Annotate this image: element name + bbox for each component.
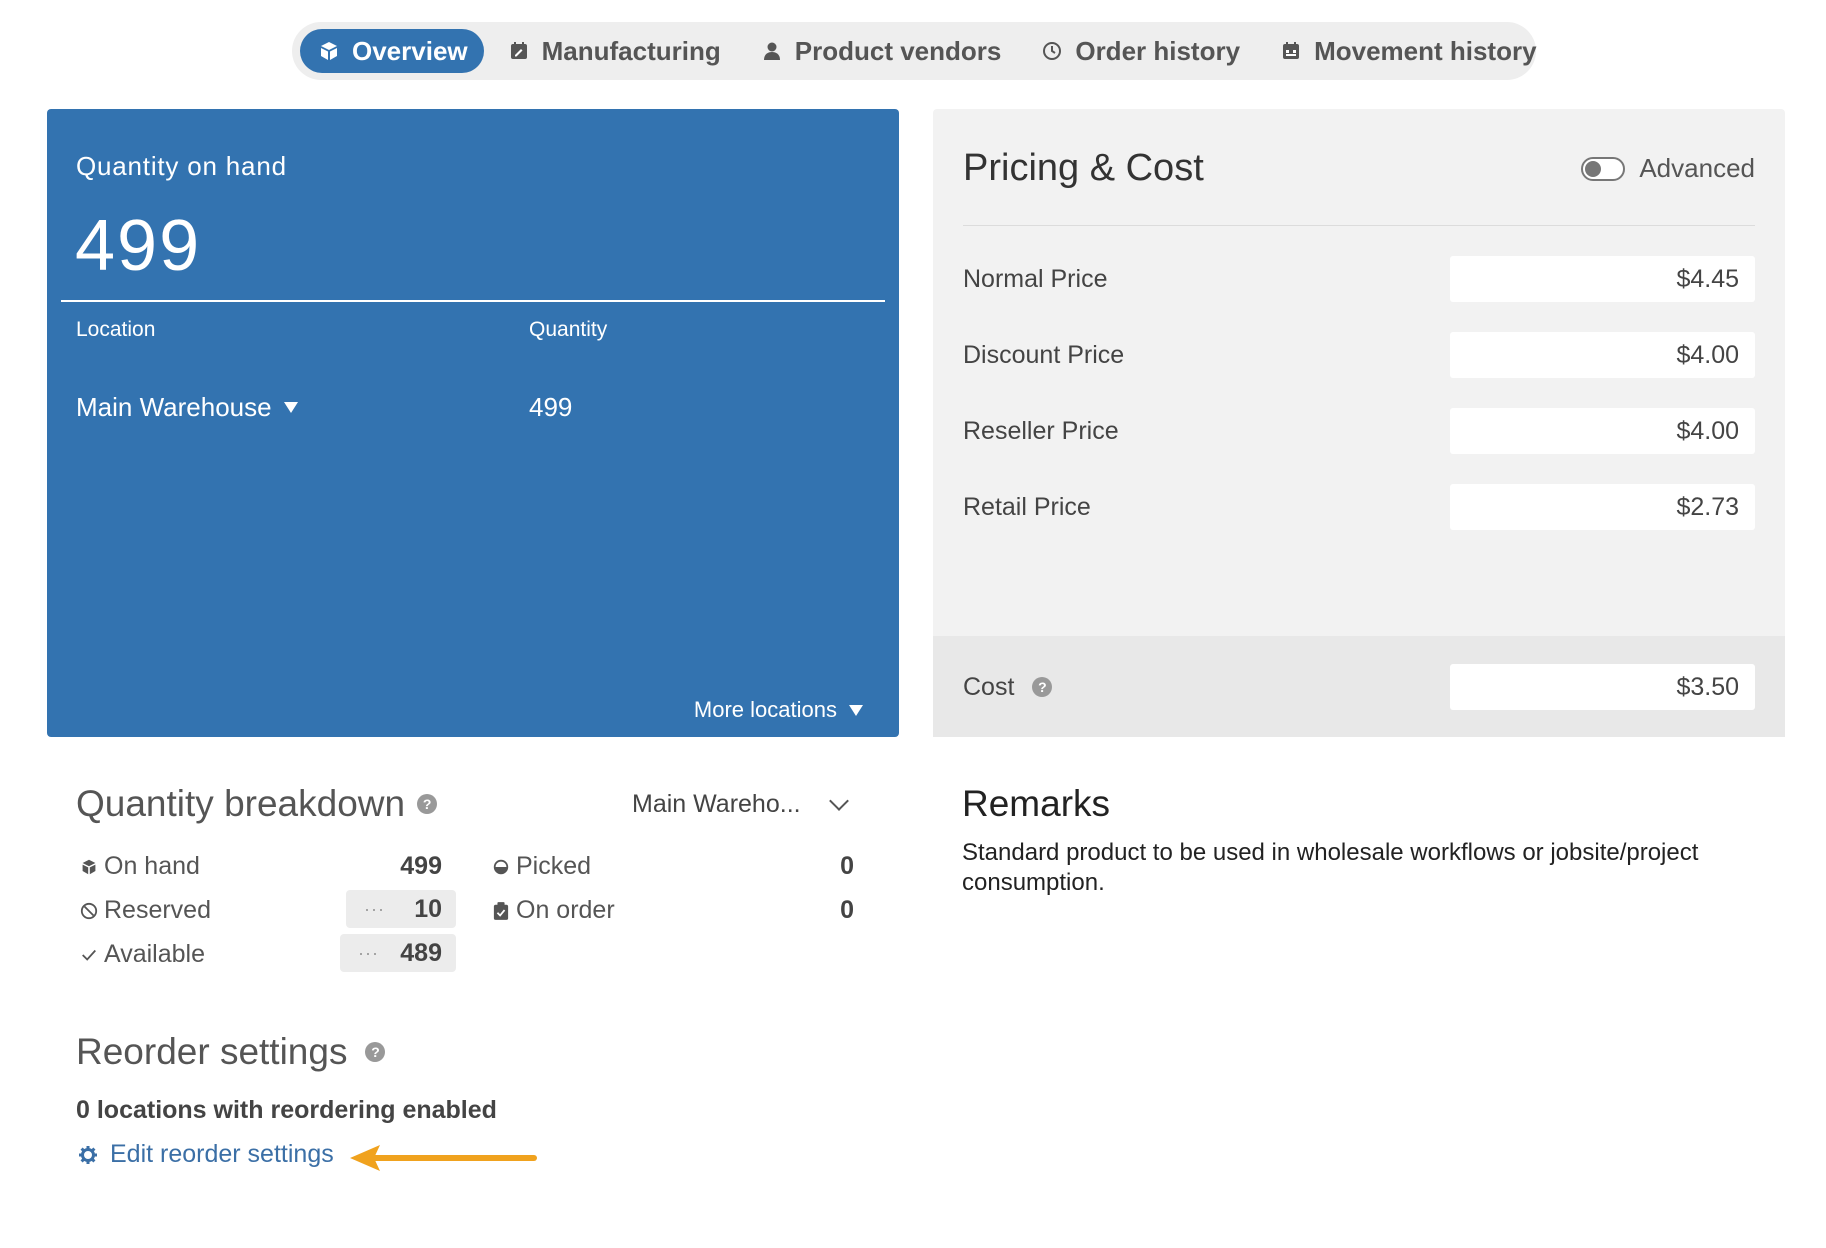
- more-locations-button[interactable]: More locations: [694, 697, 863, 723]
- on-order-text: On order: [516, 896, 615, 924]
- reserved-text: Reserved: [104, 896, 211, 924]
- on-hand-label: On hand: [78, 852, 200, 881]
- clock-icon: [1041, 40, 1063, 62]
- tab-label: Overview: [352, 35, 468, 66]
- location-quantity: 499: [529, 392, 573, 422]
- help-icon[interactable]: ?: [1032, 677, 1053, 697]
- tab-movement-history[interactable]: Movement history: [1264, 29, 1553, 73]
- retail-price-field[interactable]: $2.73: [1450, 484, 1755, 530]
- normal-price-row: Normal Price $4.45: [963, 256, 1755, 302]
- discount-price-field[interactable]: $4.00: [1450, 332, 1755, 378]
- remarks-text: Standard product to be used in wholesale…: [962, 839, 1699, 896]
- picked-value: 0: [840, 852, 854, 880]
- half-circle-icon: [490, 858, 512, 876]
- chevron-down-icon: [829, 790, 849, 811]
- edit-reorder-settings-link[interactable]: Edit reorder settings: [78, 1140, 334, 1169]
- breakdown-location-value: Main Wareho...: [632, 790, 801, 818]
- clipboard-check-icon: [490, 901, 512, 920]
- person-icon: [761, 40, 783, 62]
- more-locations-label: More locations: [693, 697, 837, 722]
- available-text: Available: [104, 940, 206, 968]
- quantity-on-hand-card: Quantity on hand 499 Location Quantity M…: [47, 109, 899, 737]
- location-dropdown[interactable]: Main Warehouse: [76, 392, 298, 423]
- quantity-on-hand-label: Quantity on hand: [76, 151, 287, 181]
- caret-down-icon: [283, 402, 298, 413]
- divider: [963, 225, 1755, 226]
- location-column-header: Location: [76, 318, 156, 341]
- on-hand-text: On hand: [104, 852, 200, 880]
- remarks-title: Remarks: [962, 783, 1111, 824]
- retail-price-label: Retail Price: [963, 492, 1091, 521]
- quantity-breakdown-heading: Quantity breakdown: [76, 783, 406, 824]
- on-order-value: 0: [840, 896, 854, 924]
- reseller-price-row: Reseller Price $4.00: [963, 408, 1755, 454]
- reseller-price-field[interactable]: $4.00: [1450, 408, 1755, 454]
- tab-label: Manufacturing: [541, 35, 721, 66]
- tab-overview[interactable]: Overview: [300, 29, 484, 73]
- reserved-pill[interactable]: ··· 10: [346, 890, 456, 928]
- box-icon: [318, 40, 340, 62]
- discount-price-row: Discount Price $4.00: [963, 332, 1755, 378]
- help-icon[interactable]: ?: [417, 794, 438, 814]
- reseller-price-label: Reseller Price: [963, 416, 1119, 445]
- available-pill[interactable]: ··· 489: [340, 934, 456, 972]
- tab-bar: Overview Manufacturing Product vendors O…: [292, 22, 1537, 80]
- cost-row: Cost ? $3.50: [963, 664, 1755, 710]
- tab-label: Movement history: [1314, 35, 1537, 66]
- advanced-toggle[interactable]: [1581, 156, 1626, 181]
- retail-price-row: Retail Price $2.73: [963, 484, 1755, 530]
- more-icon: ···: [364, 898, 385, 919]
- quantity-on-hand-total: 499: [75, 206, 202, 286]
- tab-product-vendors[interactable]: Product vendors: [745, 29, 1018, 73]
- cost-band: Cost ? $3.50: [933, 636, 1785, 737]
- more-icon: ···: [358, 942, 379, 963]
- tab-label: Order history: [1075, 35, 1241, 66]
- blocked-icon: [78, 902, 100, 920]
- reserved-value: 10: [414, 894, 442, 923]
- tab-label: Product vendors: [794, 35, 1002, 66]
- calendar-icon: [1280, 40, 1302, 62]
- check-icon: [78, 946, 100, 964]
- cost-label: Cost: [963, 672, 1015, 701]
- picked-text: Picked: [516, 852, 592, 880]
- advanced-toggle-wrap: Advanced: [1581, 153, 1755, 184]
- calendar-edit-icon: [508, 40, 530, 62]
- cost-field[interactable]: $3.50: [1450, 664, 1755, 710]
- available-label: Available: [78, 940, 205, 969]
- tab-order-history[interactable]: Order history: [1025, 29, 1256, 73]
- quantity-breakdown-title: Quantity breakdown ?: [76, 783, 438, 825]
- pricing-title: Pricing & Cost: [963, 147, 1204, 189]
- quantity-column-header: Quantity: [529, 318, 608, 341]
- on-hand-value: 499: [400, 852, 442, 880]
- normal-price-field[interactable]: $4.45: [1450, 256, 1755, 302]
- divider: [61, 300, 885, 302]
- normal-price-label: Normal Price: [963, 264, 1108, 293]
- location-name: Main Warehouse: [76, 392, 272, 422]
- tab-manufacturing[interactable]: Manufacturing: [492, 29, 737, 73]
- available-value: 489: [400, 938, 442, 967]
- breakdown-location-select[interactable]: Main Wareho...: [632, 790, 852, 819]
- advanced-label: Advanced: [1639, 153, 1755, 183]
- reserved-label: Reserved: [78, 896, 211, 925]
- reorder-summary: 0 locations with reordering enabled: [76, 1096, 497, 1124]
- reorder-settings-title: Reorder settings ?: [76, 1031, 386, 1073]
- pricing-cost-card: Pricing & Cost Advanced Normal Price $4.…: [933, 109, 1785, 737]
- annotation-arrow: [350, 1145, 537, 1171]
- on-order-label: On order: [490, 896, 615, 925]
- reorder-settings-heading: Reorder settings: [76, 1031, 348, 1072]
- picked-label: Picked: [490, 852, 591, 881]
- help-icon[interactable]: ?: [365, 1042, 386, 1062]
- caret-down-icon: [849, 704, 863, 716]
- discount-price-label: Discount Price: [963, 340, 1125, 369]
- edit-reorder-settings-label: Edit reorder settings: [110, 1140, 334, 1168]
- gear-icon: [78, 1145, 98, 1165]
- box-icon: [78, 859, 100, 875]
